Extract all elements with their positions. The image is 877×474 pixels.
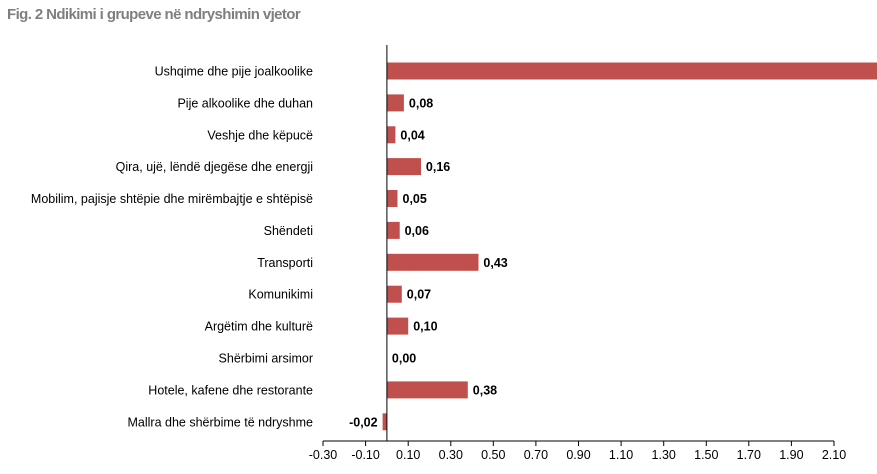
category-label-9: Shërbimi arsimor [219,352,313,366]
bar-4 [386,190,398,207]
value-label-11: -0,02 [349,415,378,429]
bar-10 [386,381,468,399]
x-tick-label-12: 2.10 [822,448,846,462]
x-tick-label-10: 1.70 [737,448,761,462]
x-tick-label-4: 0.50 [481,448,505,462]
category-label-6: Transporti [257,256,313,270]
category-label-1: Pije alkoolike dhe duhan [177,96,313,110]
x-tick-label-9: 1.50 [694,448,718,462]
category-label-4: Mobilim, pajisje shtëpie dhe mirëmbajtje… [31,192,313,206]
category-label-11: Mallra dhe shërbime të ndryshme [128,415,314,429]
value-label-2: 0,04 [400,128,424,142]
value-labels: 2,460,080,040,160,050,060,430,070,100,00… [349,96,508,429]
figure-title: Fig. 2 Ndikimi i grupeve në ndryshimin v… [7,6,301,23]
value-label-4: 0,05 [403,192,427,206]
value-label-5: 0,06 [405,224,429,238]
x-tick-label-11: 1.90 [779,448,803,462]
value-label-10: 0,38 [473,383,497,397]
category-labels: Ushqime dhe pije joalkoolike Pije alkooli… [31,65,313,430]
category-label-7: Komunikimi [248,288,313,302]
value-label-8: 0,10 [413,320,437,334]
category-label-0: Ushqime dhe pije joalkoolike [155,65,313,79]
value-label-6: 0,43 [483,256,507,270]
bar-7 [386,285,402,303]
bar-2 [386,126,396,144]
bar-0 [386,62,877,80]
x-tick-label-3: 0.30 [439,448,463,462]
bar-6 [386,253,479,271]
bars-layer [382,62,877,431]
bar-11 [382,413,387,431]
x-tick-label-1: -0.10 [351,448,380,462]
x-tick-label-5: 0.70 [524,448,548,462]
category-label-3: Qira, ujë, lëndë djegëse dhe energji [116,160,313,174]
x-tick-label-8: 1.30 [652,448,676,462]
x-tick-label-7: 1.10 [609,448,633,462]
value-label-7: 0,07 [407,288,431,302]
category-label-8: Argëtim dhe kulturë [205,320,313,334]
x-tick-label-0: -0.30 [309,448,338,462]
value-label-3: 0,16 [426,160,450,174]
value-label-9: 0,00 [392,352,416,366]
category-label-2: Veshje dhe këpucë [207,128,313,142]
value-label-1: 0,08 [409,96,433,110]
x-axis: -0.30 -0.10 0.10 0.30 0.50 0.70 0.90 1.10 1.30 1.… [309,440,846,462]
bar-8 [386,317,409,335]
category-label-10: Hotele, kafene dhe restorante [148,383,313,397]
x-tick-label-2: 0.10 [396,448,420,462]
bar-5 [386,221,400,239]
category-label-5: Shëndeti [264,224,313,238]
x-tick-label-6: 0.90 [566,448,590,462]
bar-3 [386,158,421,176]
bar-1 [386,94,404,112]
